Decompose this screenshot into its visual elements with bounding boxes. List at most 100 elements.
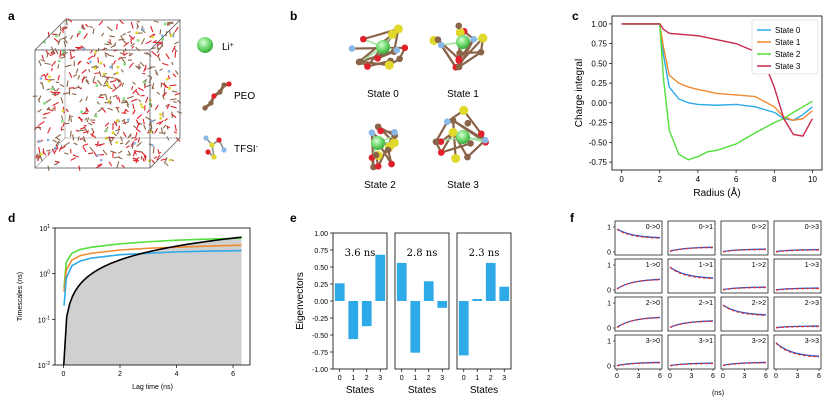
y-tick-label: 100 xyxy=(39,270,50,279)
y-tick-label: 10-1 xyxy=(38,315,50,324)
panel-f: f 0->0 0 1 0->1 0->2 0->3 1->0 0 1 1->1 1->2 1->3 2-… xyxy=(570,211,822,397)
y-axis-label-e: Eigenvectors xyxy=(295,272,306,330)
series-line-state-1 xyxy=(621,23,813,121)
state-0-structure xyxy=(348,24,409,70)
panel-label-b: b xyxy=(290,9,297,23)
transition-label: 3->0 xyxy=(646,338,660,345)
x-tick-label: 6 xyxy=(658,373,662,380)
transition-label: 0->2 xyxy=(752,224,766,231)
axes-frame-d xyxy=(54,227,251,366)
panel-d: d 0 2 4 6 10-2 10-1 100 101 Lag time (ns) Timesca… xyxy=(8,211,251,391)
y-tick-label: 0.50 xyxy=(591,59,607,68)
eigenvector-subplot-1: 0 1 2 3 2.8 ns States xyxy=(394,232,450,396)
x-tick-label: 3 xyxy=(796,373,800,380)
y-tick-label: 0 xyxy=(607,364,611,371)
legend-a: Li+ PEO TFSI- xyxy=(197,37,259,160)
state-2-structure xyxy=(368,123,399,171)
prediction-line xyxy=(775,342,820,358)
y-tick-label: 1 xyxy=(607,225,611,232)
prediction-line xyxy=(669,362,714,367)
y-tick-label: -0.25 xyxy=(589,119,608,128)
ck-subplot: 3->2 0 3 6 xyxy=(720,334,769,380)
eigenvector-subplot-2: 0 1 2 3 2.3 ns States xyxy=(456,232,512,396)
tfsi-anion-molecule xyxy=(203,135,227,160)
y-tick-label: 1.00 xyxy=(591,20,607,29)
y-tick-label: -0.75 xyxy=(589,158,608,167)
molecule-cloud xyxy=(32,18,182,171)
x-tick-label: 3 xyxy=(378,375,382,382)
transition-label: 2->3 xyxy=(805,300,819,307)
x-tick-label: 3 xyxy=(502,375,506,382)
panel-label-d: d xyxy=(8,211,15,225)
x-tick-label: 0 xyxy=(62,371,66,378)
prediction-line xyxy=(722,304,767,316)
y-tick-label: -0.25 xyxy=(312,316,328,323)
y-tick-label: 101 xyxy=(39,224,50,233)
box-edges xyxy=(34,19,181,169)
y-tick-label: 0.75 xyxy=(591,40,607,49)
x-tick-label: 3 xyxy=(690,373,694,380)
legend-item-peo: PEO xyxy=(234,91,255,102)
x-axis-label-e: States xyxy=(346,385,374,396)
eigenvector-bar xyxy=(485,262,496,301)
y-tick-label: 0 xyxy=(607,326,611,333)
y-tick-label: 0.25 xyxy=(591,79,607,88)
y-tick-label: -0.50 xyxy=(589,138,608,147)
panel-label-f: f xyxy=(570,211,575,225)
prediction-line xyxy=(616,279,661,290)
x-axis-label-e: States xyxy=(470,385,498,396)
eigenvector-bar xyxy=(334,283,345,301)
transition-label: 1->3 xyxy=(805,262,819,269)
y-tick-label: 1 xyxy=(607,339,611,346)
state-3-label: State 3 xyxy=(447,180,479,191)
li-ion xyxy=(376,40,390,54)
state-3-structure xyxy=(432,105,489,163)
eigenvector-bar xyxy=(375,254,386,301)
y-tick-label: 0 xyxy=(607,250,611,257)
x-tick-label: 10 xyxy=(808,175,817,184)
x-tick-label: 0 xyxy=(619,175,624,184)
eigenvector-bar xyxy=(437,301,448,308)
transition-label: 1->0 xyxy=(646,262,660,269)
legend-item-tfsi: TFSI- xyxy=(234,144,259,156)
state-2-label: State 2 xyxy=(364,180,396,191)
transition-label: 3->1 xyxy=(699,338,713,345)
prediction-line xyxy=(775,325,820,329)
ck-subplot: 1->3 xyxy=(773,258,822,294)
prediction-line xyxy=(722,362,767,367)
x-tick-label: 3 xyxy=(743,373,747,380)
panel-c: c 0 2 4 6 8 10 1.00 0.75 0.50 0.25 0.00 -0.25 -0.50 -… xyxy=(572,9,823,199)
ck-subplot: 2->0 0 1 xyxy=(607,296,663,333)
x-axis-label-e: States xyxy=(408,385,436,396)
ck-subplot: 0->3 xyxy=(773,220,822,256)
eigenvector-bar xyxy=(410,301,421,353)
prediction-line xyxy=(616,228,661,239)
y-tick-label: -1.00 xyxy=(312,367,328,374)
x-tick-label: 4 xyxy=(696,175,701,184)
x-tick-label: 2 xyxy=(658,175,663,184)
timescale-line-3 xyxy=(62,236,242,366)
transition-label: 1->1 xyxy=(699,262,713,269)
ck-subplot: 2->2 xyxy=(720,296,769,332)
panel-label-c: c xyxy=(572,9,579,23)
y-tick-label: 1.00 xyxy=(314,231,328,238)
timescale-annotation: 2.8 ns xyxy=(407,248,438,259)
ck-subplot: 0->2 xyxy=(720,220,769,256)
y-axis-label-c: Charge integral xyxy=(574,59,585,127)
estimate-line xyxy=(775,342,820,357)
prediction-line xyxy=(775,287,820,291)
x-tick-label: 6 xyxy=(734,175,739,184)
lithium-ion-sphere xyxy=(197,37,213,53)
timescale-line-1 xyxy=(63,244,242,292)
eigenvector-bar xyxy=(361,301,372,327)
eigenvector-bar xyxy=(499,286,510,301)
y-tick-label: 0.50 xyxy=(314,265,328,272)
prediction-line xyxy=(722,286,767,291)
x-axis-label-d: Lag time (ns) xyxy=(132,384,173,391)
x-tick-label: 0 xyxy=(721,373,725,380)
state-1-label: State 1 xyxy=(447,89,479,100)
x-tick-label: 1 xyxy=(475,375,479,382)
prediction-line xyxy=(616,317,661,329)
x-tick-label: 0 xyxy=(615,373,619,380)
y-tick-label: 0.75 xyxy=(314,248,328,255)
